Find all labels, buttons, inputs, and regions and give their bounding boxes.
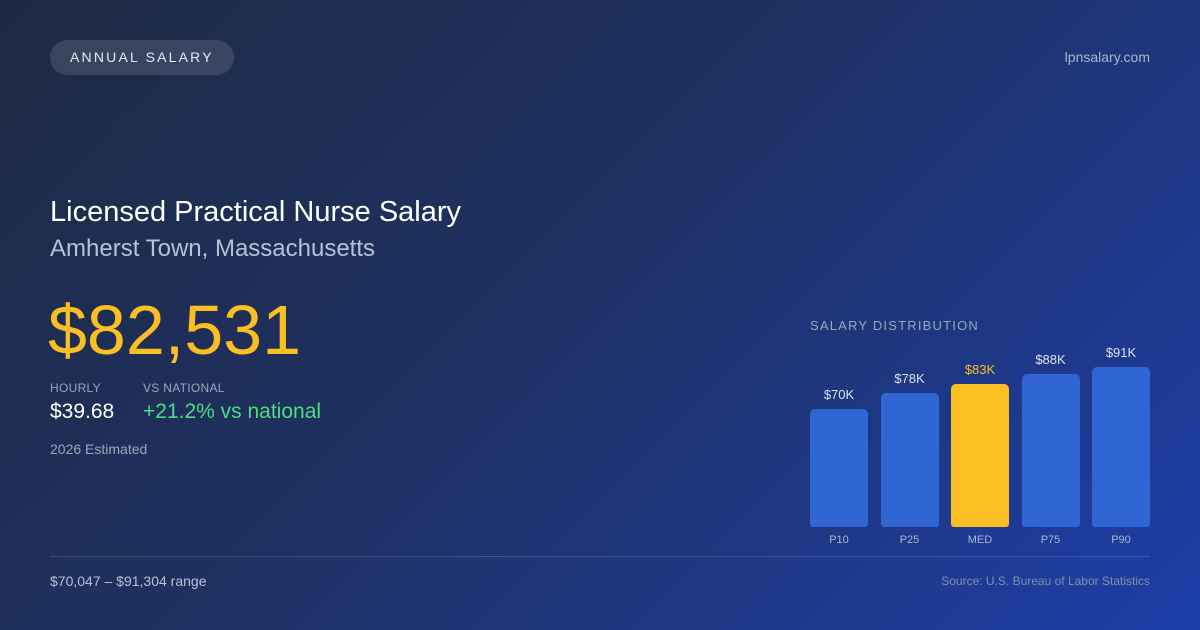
bar-p25	[880, 393, 939, 527]
location-subtitle: Amherst Town, Massachusetts	[50, 235, 376, 262]
bar-category-label: P90	[1111, 534, 1131, 546]
bar-value-label: $70K	[823, 386, 855, 402]
bar-value-label: $78K	[894, 371, 925, 387]
bar-value-label: $83K	[964, 362, 996, 378]
site-domain[interactable]: lpnsalary.com	[1064, 49, 1150, 65]
vs-national-value: +21.2% vs national	[143, 400, 322, 423]
footer-divider	[50, 556, 1150, 557]
bar-p90	[1092, 367, 1150, 527]
bar-category-label: MED	[967, 534, 993, 546]
bar-category-label: P25	[899, 534, 920, 546]
page-title: Licensed Practical Nurse Salary	[50, 196, 462, 228]
bar-med	[951, 384, 1009, 527]
estimate-note: 2026 Estimated	[50, 441, 148, 457]
bar-p10	[810, 408, 868, 527]
annual-salary-value: $82,531	[48, 291, 302, 369]
hourly-label: HOURLY	[50, 381, 101, 395]
hourly-value: $39.68	[50, 400, 115, 423]
data-source: Source: U.S. Bureau of Labor Statistics	[941, 574, 1150, 588]
bar-category-label: P10	[829, 534, 849, 546]
salary-distribution-chart: $70K P10 $78K P25 $83K MED $88K P75 $91K P90	[810, 340, 1150, 550]
bar-value-label: $91K	[1105, 345, 1137, 360]
salary-range: $70,047 – $91,304 range	[50, 573, 207, 589]
bar-p75	[1021, 373, 1080, 527]
annual-salary-badge: ANNUAL SALARY	[50, 40, 234, 75]
bar-category-label: P75	[1040, 534, 1061, 546]
bar-value-label: $88K	[1035, 351, 1066, 367]
chart-title: SALARY DISTRIBUTION	[810, 318, 979, 333]
vs-national-label: VS NATIONAL	[143, 381, 225, 395]
